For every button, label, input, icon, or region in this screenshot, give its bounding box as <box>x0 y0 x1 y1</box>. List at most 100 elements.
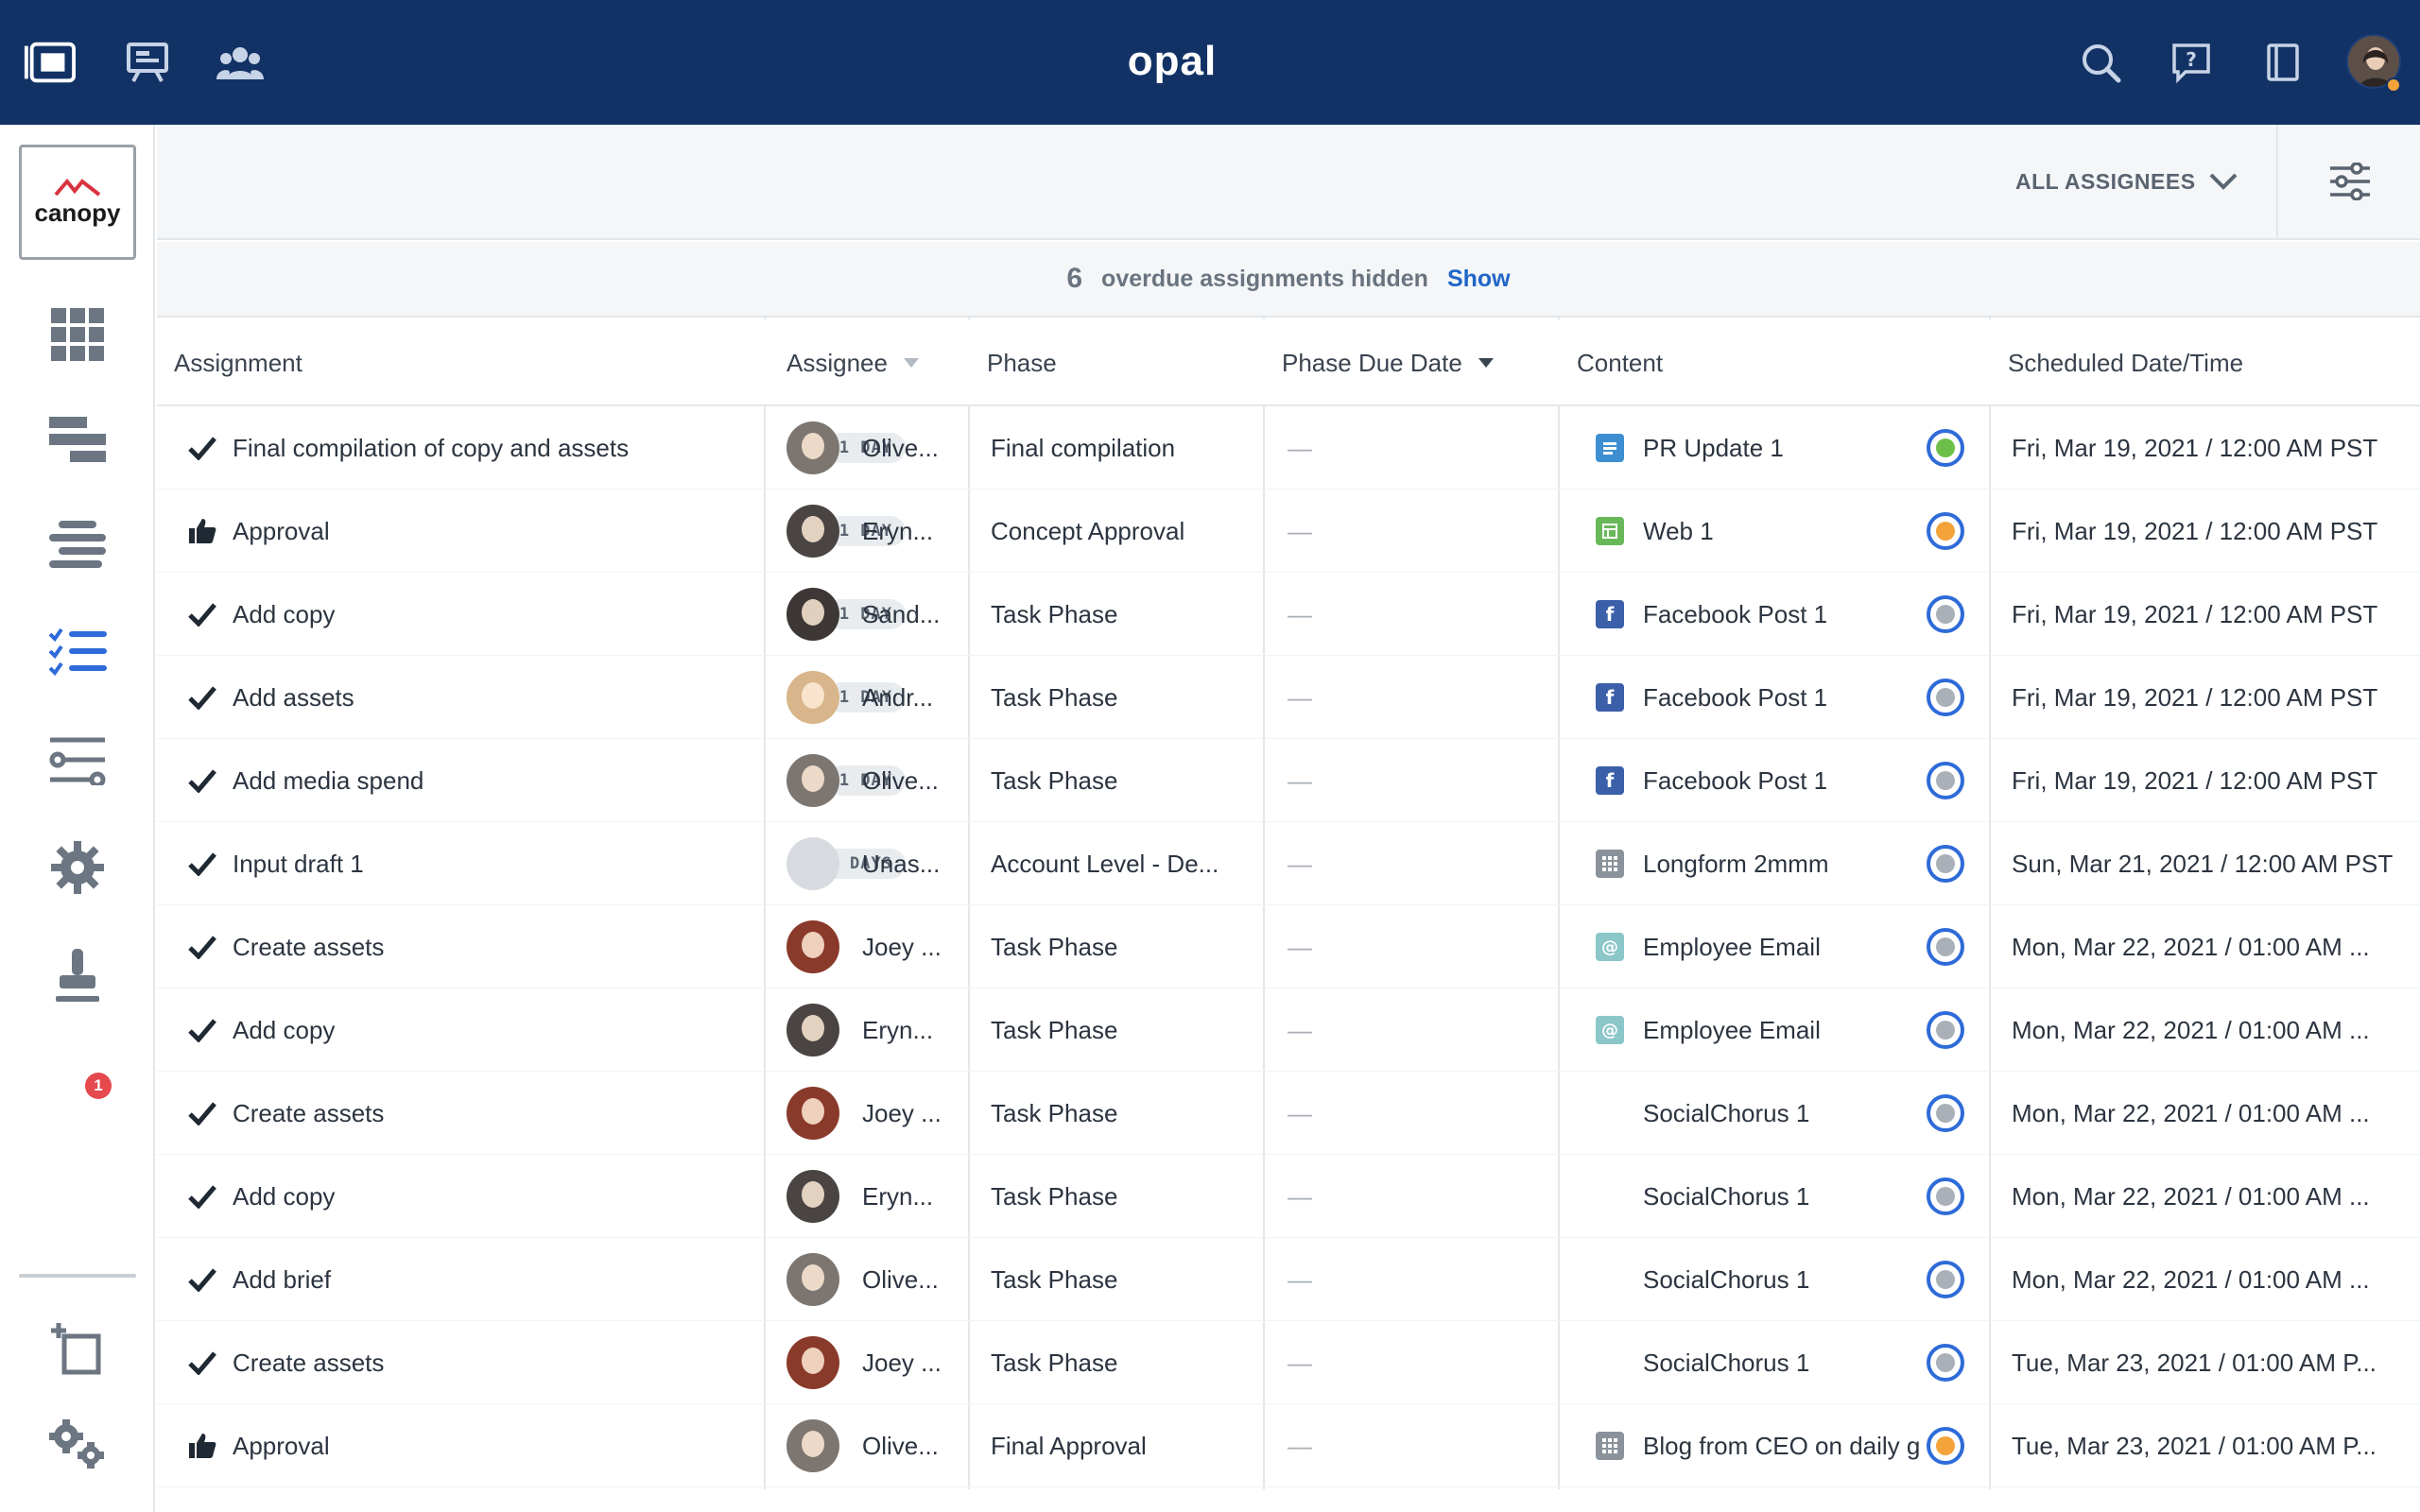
assignment-cell[interactable]: Add copy <box>185 1155 913 1238</box>
assignees-filter[interactable]: ALL ASSIGNEES <box>2015 163 2238 200</box>
table-row[interactable]: Add media spend 1 DAY Olive... Task Phase — f… <box>157 739 2420 822</box>
nav-workflow-icon[interactable] <box>43 726 112 794</box>
table-row[interactable]: Add copy Eryn... Task Phase — SocialChorus 1… <box>157 1155 2420 1238</box>
assignee-name: Eryn... <box>862 1181 934 1211</box>
book-icon[interactable] <box>2256 38 2308 87</box>
scheduled-cell: Tue, Mar 23, 2021 / 01:00 AM P... <box>2012 1321 2418 1404</box>
assignment-cell[interactable]: Add assets 1 DAY <box>185 656 913 739</box>
table-row[interactable]: Add copy Eryn... Task Phase — @ Employee Emai… <box>157 988 2420 1072</box>
table-row[interactable]: Final compilation of copy and assets 1 DA… <box>157 406 2420 490</box>
checkmark-icon <box>185 1346 219 1380</box>
content-status-indicator[interactable] <box>1927 1427 1964 1465</box>
phase-due-value: — <box>1288 932 1312 961</box>
assignee-cell[interactable]: Olive... <box>786 1238 1108 1321</box>
content-cell[interactable]: f Facebook Post 1 <box>1596 739 2125 822</box>
assignment-cell[interactable]: Add copy 1 DAY <box>185 573 913 656</box>
content-cell[interactable]: @ Employee Email <box>1596 905 2125 988</box>
content-cell[interactable]: f Facebook Post 1 <box>1596 573 2125 656</box>
content-cell[interactable]: Blog from CEO on daily g <box>1596 1404 2125 1487</box>
assignee-cell[interactable]: Olive... <box>786 1404 1108 1487</box>
table-row[interactable]: Approval 1 DAY Eryn... Concept Approval — Web… <box>157 490 2420 573</box>
content-cell[interactable]: Web 1 <box>1596 490 2125 573</box>
content-status-indicator[interactable] <box>1927 928 1964 966</box>
checkmark-icon <box>185 764 219 798</box>
content-status-indicator[interactable] <box>1927 1011 1964 1049</box>
content-status-indicator[interactable] <box>1927 1344 1964 1382</box>
content-status-indicator[interactable] <box>1927 595 1964 633</box>
filter-settings-button[interactable] <box>2325 157 2375 206</box>
team-icon[interactable] <box>214 38 267 87</box>
table-row[interactable]: Add assets 1 DAY Andr... Task Phase — f Facebo… <box>157 656 2420 739</box>
nav-assignments-icon[interactable] <box>43 618 112 686</box>
content-cell[interactable]: SocialChorus 1 <box>1596 1155 2125 1238</box>
assignment-cell[interactable]: Create assets <box>185 1072 913 1155</box>
header-scheduled[interactable]: Scheduled Date/Time <box>1991 319 2243 406</box>
assignee-cell[interactable]: Olive... <box>786 739 1108 822</box>
dashboard-icon[interactable] <box>23 38 76 87</box>
assignee-cell[interactable]: Eryn... <box>786 988 1108 1072</box>
assignment-cell[interactable]: Create assets <box>185 1321 913 1404</box>
content-status-indicator[interactable] <box>1927 512 1964 550</box>
assignment-cell[interactable]: Create assets <box>185 905 913 988</box>
show-overdue-link[interactable]: Show <box>1446 265 1511 292</box>
table-row[interactable]: Create assets Joey ... Task Phase — SocialCh… <box>157 1321 2420 1404</box>
admin-settings-icon[interactable] <box>43 1410 112 1478</box>
assignment-cell[interactable]: Add copy <box>185 988 913 1072</box>
content-status-indicator[interactable] <box>1927 845 1964 883</box>
table-row[interactable]: Add brief Olive... Task Phase — SocialChorus… <box>157 1238 2420 1321</box>
content-status-indicator[interactable] <box>1927 762 1964 799</box>
help-icon[interactable]: ? <box>2165 38 2218 87</box>
assignee-cell[interactable]: Unas... <box>786 822 1108 905</box>
header-assignment[interactable]: Assignment <box>157 319 302 406</box>
content-status-indicator[interactable] <box>1927 1261 1964 1298</box>
phase-name: Task Phase <box>991 1015 1118 1044</box>
header-phase[interactable]: Phase <box>970 319 1057 406</box>
workspace-logo[interactable]: canopy <box>19 145 136 260</box>
phase-cell: Task Phase <box>991 1321 1284 1404</box>
assignee-cell[interactable]: Sand... <box>786 573 1108 656</box>
nav-timeline-icon[interactable] <box>43 406 112 474</box>
nav-settings-icon[interactable] <box>43 833 112 902</box>
header-content[interactable]: Content <box>1560 319 1663 406</box>
content-status-indicator[interactable] <box>1927 1094 1964 1132</box>
scheduled-value: Tue, Mar 23, 2021 / 01:00 AM P... <box>2012 1348 2377 1377</box>
header-phase-due[interactable]: Phase Due Date <box>1265 319 1495 406</box>
content-cell[interactable]: f Facebook Post 1 <box>1596 656 2125 739</box>
assignee-cell[interactable]: Joey ... <box>786 1072 1108 1155</box>
add-content-icon[interactable] <box>43 1315 112 1383</box>
assignment-cell[interactable]: Final compilation of copy and assets 1 DA… <box>185 406 913 490</box>
content-cell[interactable]: PR Update 1 <box>1596 406 2125 490</box>
content-cell[interactable]: SocialChorus 1 <box>1596 1238 2125 1321</box>
nav-grid-icon[interactable] <box>43 301 112 369</box>
table-row[interactable]: Create assets Joey ... Task Phase — SocialCh… <box>157 1072 2420 1155</box>
table-row[interactable]: Add copy 1 DAY Sand... Task Phase — f Facebook… <box>157 573 2420 656</box>
header-assignee[interactable]: Assignee <box>769 319 920 406</box>
assignment-title: Approval <box>233 516 330 545</box>
assignee-cell[interactable]: Joey ... <box>786 1321 1108 1404</box>
content-cell[interactable]: @ Employee Email <box>1596 988 2125 1072</box>
assignment-cell[interactable]: Add brief <box>185 1238 913 1321</box>
search-icon[interactable] <box>2074 38 2127 87</box>
brand-logo[interactable]: opal <box>1127 38 1218 84</box>
nav-approval-stamp-icon[interactable] <box>43 943 112 1011</box>
assignment-cell[interactable]: Approval <box>185 1404 913 1487</box>
content-cell[interactable]: Longform 2mmm <box>1596 822 2125 905</box>
nav-list-icon[interactable] <box>43 510 112 578</box>
content-cell[interactable]: SocialChorus 1 <box>1596 1321 2125 1404</box>
overdue-count: 6 <box>1066 263 1083 294</box>
content-cell[interactable]: SocialChorus 1 <box>1596 1072 2125 1155</box>
content-status-indicator[interactable] <box>1927 1177 1964 1215</box>
content-status-indicator[interactable] <box>1927 679 1964 716</box>
presentation-icon[interactable] <box>121 38 174 87</box>
assignee-cell[interactable]: Andr... <box>786 656 1108 739</box>
assignee-cell[interactable]: Eryn... <box>786 1155 1108 1238</box>
table-row[interactable]: Approval Olive... Final Approval — Blog from… <box>157 1404 2420 1487</box>
assignee-avatar <box>786 837 839 890</box>
assignee-cell[interactable]: Olive... <box>786 406 1108 490</box>
assignee-cell[interactable]: Eryn... <box>786 490 1108 573</box>
content-status-indicator[interactable] <box>1927 429 1964 467</box>
table-row[interactable]: Create assets Joey ... Task Phase — @ Employe… <box>157 905 2420 988</box>
assignee-cell[interactable]: Joey ... <box>786 905 1108 988</box>
